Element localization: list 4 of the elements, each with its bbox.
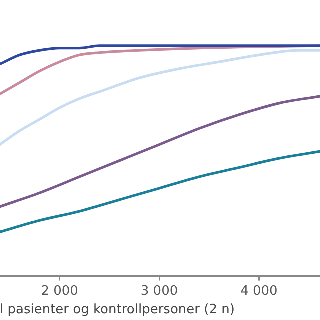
x-tick-label: 2 000 — [41, 284, 78, 299]
x-axis-title: l pasienter og kontrollpersoner (2 n) — [0, 302, 235, 318]
x-tick-label: 4 000 — [240, 284, 278, 299]
x-tick-label: 3 000 — [140, 284, 178, 299]
